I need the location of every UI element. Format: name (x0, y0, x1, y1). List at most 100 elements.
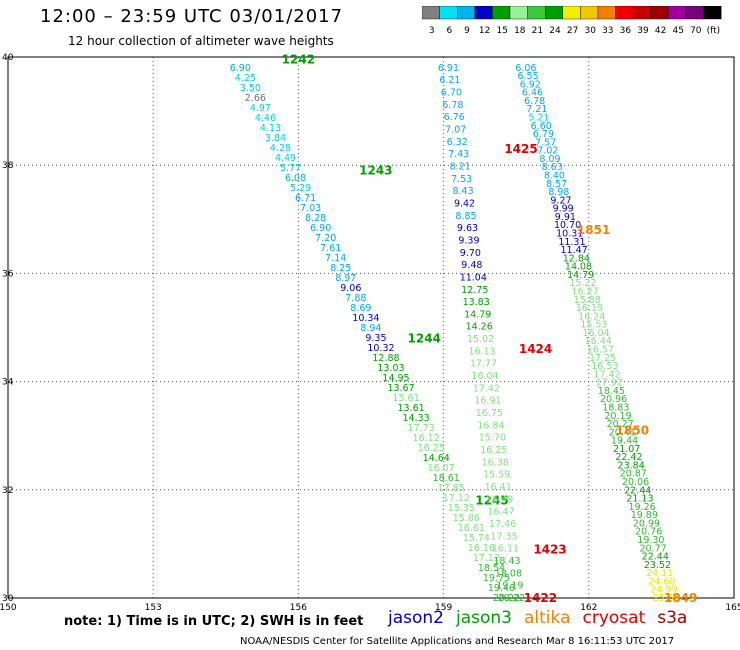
scale-label: 42 (655, 26, 666, 36)
wave-height-value: 15.53 (580, 320, 607, 331)
wave-height-value: 2.66 (245, 93, 266, 104)
wave-height-value: 13.61 (397, 403, 424, 414)
legend: jason2 jason3 altika cryosat s3a (388, 608, 699, 628)
wave-height-value: 20.22 (493, 593, 520, 604)
wave-height-value: 10.70 (554, 220, 581, 231)
wave-height-value: 23.84 (618, 460, 645, 471)
footnote: note: 1) Time is in UTC; 2) SWH is in fe… (64, 614, 364, 629)
pass-time-label: 1850 (616, 423, 649, 437)
wave-height-value: 9.27 (550, 195, 571, 206)
wave-height-value: 15.59 (483, 470, 510, 481)
wave-height-value: 17.73 (408, 423, 435, 434)
plot-frame (7, 56, 735, 599)
wave-height-value: 3.50 (240, 83, 261, 94)
wave-height-value: 21.13 (626, 494, 653, 505)
wave-height-value: 16.16 (468, 543, 495, 554)
wave-height-value: 5.77 (280, 163, 301, 174)
wave-height-value: 6.71 (295, 193, 316, 204)
wave-height-value: 10.32 (367, 343, 394, 354)
pass-time-label: 1424 (519, 342, 552, 356)
wave-height-value: 11.47 (561, 245, 588, 256)
wave-height-value: 11.31 (558, 237, 585, 248)
wave-height-value: 14.33 (403, 413, 430, 424)
wave-height-value: 10.31 (556, 229, 583, 240)
scale-label: 45 (672, 26, 683, 36)
wave-height-value: 20.87 (620, 469, 647, 480)
wave-height-value: 7.61 (320, 243, 341, 254)
wave-height-value: 8.57 (546, 179, 567, 190)
scale-label: 12 (479, 26, 490, 36)
wave-height-value: 6.55 (517, 71, 538, 82)
wave-height-value: 15.88 (574, 295, 601, 306)
wave-height-value: 17.77 (470, 359, 497, 370)
wave-height-value: 9.39 (458, 235, 479, 246)
wave-height-value: 17.85 (438, 483, 465, 494)
pass-time-label: 1242 (282, 53, 315, 67)
wave-height-value: 19.89 (631, 510, 658, 521)
wave-height-value: 21.07 (613, 444, 640, 455)
wave-height-value: 14.26 (466, 322, 493, 333)
wave-height-value: 19.75 (483, 573, 510, 584)
wave-height-value: 6.08 (285, 173, 306, 184)
wave-height-value: 19.46 (488, 583, 515, 594)
wave-height-value: 15.70 (479, 433, 506, 444)
wave-height-value: 8.97 (335, 273, 356, 284)
wave-height-value: 16.53 (591, 361, 618, 372)
wave-height-value: 18.43 (493, 556, 520, 567)
wave-height-value: 17.42 (473, 383, 500, 394)
pass-time-label: 1422 (524, 591, 557, 605)
wave-height-value: 4.46 (255, 113, 276, 124)
x-tick-label: 156 (290, 603, 307, 613)
scale-label: 36 (620, 26, 632, 36)
wave-height-value: 16.11 (492, 544, 519, 555)
scale-swatch (703, 6, 722, 20)
wave-height-value: 17.25 (589, 353, 616, 364)
wave-height-value: 5.29 (290, 183, 311, 194)
wave-height-value: 14.64 (423, 453, 450, 464)
scale-label: 21 (532, 26, 543, 36)
wave-height-value: 16.84 (477, 420, 504, 431)
wave-height-value: 6.78 (524, 96, 545, 107)
wave-height-value: 16.57 (587, 344, 614, 355)
pass-time-label: 1245 (475, 494, 508, 508)
wave-height-value: 16.38 (482, 457, 509, 468)
wave-height-value: 14.79 (567, 270, 594, 281)
wave-height-value: 6.06 (515, 63, 536, 74)
wave-height-value: 16.25 (480, 445, 507, 456)
wave-height-value: 9.06 (340, 283, 361, 294)
wave-height-value: 9.63 (457, 223, 478, 234)
wave-height-value: 6.90 (310, 223, 331, 234)
wave-height-value: 14.79 (464, 309, 491, 320)
wave-height-value: 9.70 (460, 248, 481, 259)
wave-height-value: 19.19 (496, 581, 523, 592)
wave-height-value: 14.95 (382, 373, 409, 384)
wave-height-value: 9.48 (461, 260, 482, 271)
wave-height-value: 18.83 (602, 402, 629, 413)
scale-label: 70 (690, 26, 702, 36)
wave-height-value: 15.86 (453, 513, 480, 524)
pass-time-label: 1851 (577, 223, 610, 237)
wave-height-value: 5.21 (528, 113, 549, 124)
wave-height-value: 18.61 (433, 473, 460, 484)
wave-height-value: 16.61 (458, 523, 485, 534)
wave-height-value: 17.35 (490, 531, 517, 542)
scale-label: 24 (549, 26, 561, 36)
wave-height-value: 20.77 (639, 543, 666, 554)
wave-height-value: 16.49 (486, 494, 513, 505)
scale-label: 6 (447, 26, 453, 36)
wave-height-value: 16.27 (571, 286, 598, 297)
wave-height-value: 7.88 (345, 293, 366, 304)
wave-height-value: 9.42 (454, 198, 475, 209)
wave-height-value: 14.08 (565, 262, 592, 273)
scale-label: 9 (464, 26, 470, 36)
wave-height-value: 6.78 (442, 100, 463, 111)
legend-jason3: jason3 (456, 608, 512, 628)
wave-height-value: 7.14 (325, 253, 346, 264)
wave-height-value: 4.97 (250, 103, 271, 114)
wave-height-value: 8.28 (305, 213, 326, 224)
wave-height-value: 7.07 (445, 124, 466, 135)
wave-height-value: 22.44 (642, 552, 669, 563)
x-tick-label: 159 (435, 603, 452, 613)
x-tick-label: 150 (0, 603, 17, 613)
wave-height-value: 7.21 (526, 104, 547, 115)
